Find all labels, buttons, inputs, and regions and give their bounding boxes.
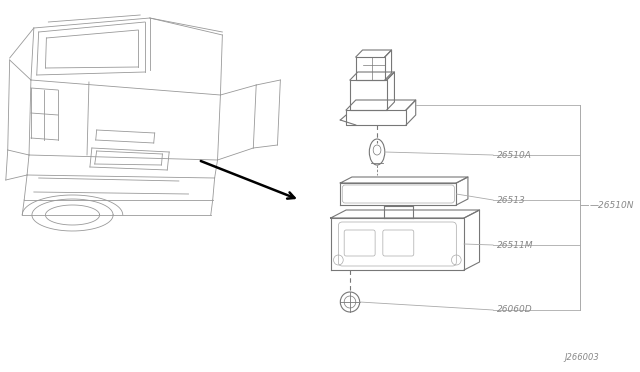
Text: 26060D: 26060D bbox=[497, 305, 532, 314]
Text: 26513: 26513 bbox=[497, 196, 525, 205]
Text: 26511M: 26511M bbox=[497, 241, 533, 250]
Text: —26510N: —26510N bbox=[589, 201, 634, 209]
Text: 26510A: 26510A bbox=[497, 151, 532, 160]
Text: J266003: J266003 bbox=[564, 353, 600, 362]
